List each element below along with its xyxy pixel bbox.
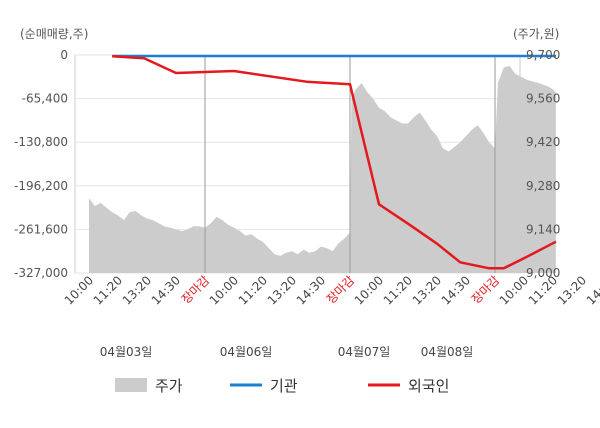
x-tick-label: 11:20 (236, 273, 270, 307)
x-tick-label: 11:20 (91, 273, 125, 307)
date-label: 04월03일 (100, 345, 153, 359)
left-tick-label: -196,200 (14, 179, 68, 193)
date-label: 04월06일 (220, 345, 273, 359)
right-tick-label: 9,140 (526, 222, 560, 236)
market-close-label: 장마감 (469, 273, 502, 306)
left-tick-label: -261,600 (14, 222, 68, 236)
right-tick-label: 9,420 (526, 135, 560, 149)
legend-swatch-price (115, 378, 147, 392)
x-tick-label: 10:00 (497, 273, 531, 307)
price-area (89, 65, 556, 274)
x-axis-ticks: 10:0011:2013:2014:30장마감10:0011:2013:2014… (62, 273, 600, 307)
right-tick-label: 9,700 (526, 48, 560, 62)
left-tick-label: -327,000 (14, 266, 68, 280)
right-axis-unit: (주가,원) (513, 27, 559, 41)
x-tick-label: 14:30 (439, 273, 473, 307)
x-tick-label: 13:20 (410, 273, 444, 307)
line-series (112, 54, 557, 270)
right-axis-ticks: 9,700 9,560 9,420 9,280 9,140 9,000 (526, 48, 560, 280)
x-tick-label: 14:30 (294, 273, 328, 307)
foreigner-line (112, 55, 557, 270)
market-close-label: 장마감 (179, 273, 212, 306)
left-axis-ticks: 0 -65,400 -130,800 -196,200 -261,600 -327,000 (14, 48, 68, 280)
left-tick-label: 0 (60, 48, 68, 62)
price-area-series (89, 55, 556, 274)
x-tick-label: 14:30 (149, 273, 183, 307)
x-tick-label: 13:20 (265, 273, 299, 307)
left-tick-label: -65,400 (22, 92, 68, 106)
date-label: 04월08일 (421, 345, 474, 359)
left-tick-label: -130,800 (14, 135, 68, 149)
x-tick-label: 14:30 (584, 273, 600, 307)
market-close-label: 장마감 (324, 273, 357, 306)
left-axis-unit: (순매매량,주) (20, 27, 88, 41)
right-tick-label: 9,280 (526, 179, 560, 193)
x-tick-label: 11:20 (381, 273, 415, 307)
legend-label: 기관 (270, 377, 298, 395)
date-labels: 04월03일 04월06일 04월07일 04월08일 (100, 345, 474, 359)
x-tick-label: 13:20 (120, 273, 154, 307)
date-label: 04월07일 (338, 345, 391, 359)
x-tick-label: 10:00 (352, 273, 386, 307)
legend-label: 주가 (155, 377, 183, 395)
right-tick-label: 9,560 (526, 92, 560, 106)
legend-label: 외국인 (408, 377, 449, 395)
right-tick-label: 9,000 (526, 266, 560, 280)
legend: 주가 기관 외국인 (115, 377, 449, 395)
x-tick-label: 10:00 (207, 273, 241, 307)
